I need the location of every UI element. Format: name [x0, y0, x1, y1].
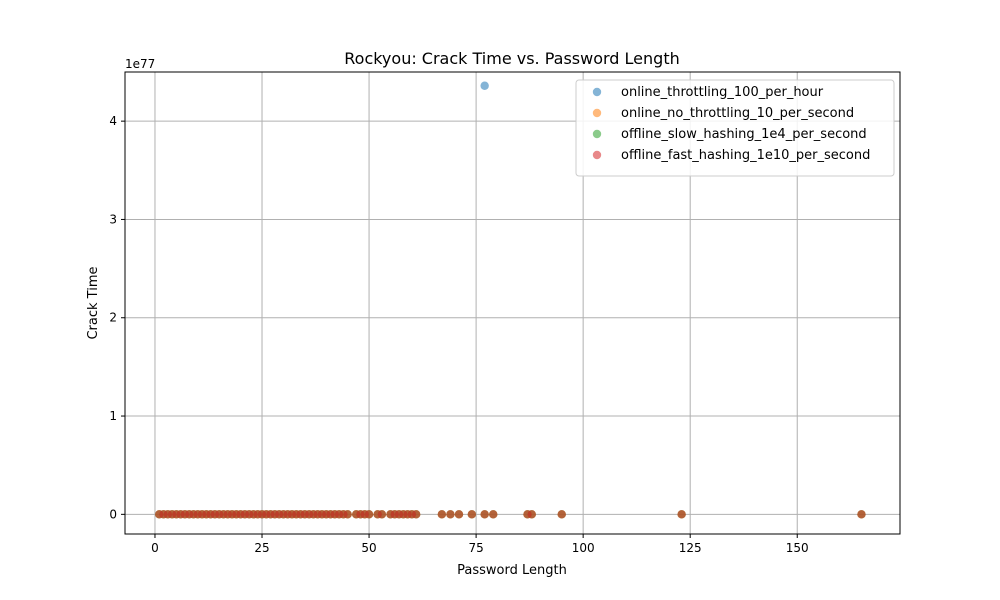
legend-box — [575, 79, 895, 177]
x-axis-label: Password Length — [457, 563, 567, 578]
data-point — [489, 510, 498, 519]
y-tick-label: 3 — [109, 212, 117, 226]
x-tick-label: 125 — [679, 541, 702, 555]
legend: online_throttling_100_per_hour online_no_… — [575, 79, 895, 177]
x-tick-label: 75 — [468, 541, 483, 555]
y-tick-label: 4 — [109, 114, 117, 128]
series-online-throttling-100-per-hour — [480, 81, 489, 90]
legend-marker — [592, 150, 602, 160]
data-point — [557, 510, 566, 519]
data-point — [480, 81, 489, 90]
x-tick-label: 150 — [786, 541, 809, 555]
data-point — [677, 510, 686, 519]
legend-marker — [592, 108, 602, 118]
data-point — [480, 510, 489, 519]
plot-area-frame — [124, 71, 901, 535]
data-point — [377, 510, 387, 519]
data-point — [411, 510, 421, 519]
x-tick-label: 50 — [361, 541, 376, 555]
legend-marker — [592, 87, 602, 97]
y-axis-exponent-label: 1e77 — [125, 57, 155, 71]
data-point — [364, 510, 374, 519]
data-point — [343, 510, 352, 519]
y-axis-label: Crack Time — [86, 266, 101, 339]
x-tick-label: 25 — [254, 541, 269, 555]
x-tick-label: 100 — [572, 541, 595, 555]
legend-entry-label: offline_fast_hashing_1e10_per_second — [621, 148, 870, 163]
data-point — [437, 510, 447, 519]
y-tick-label: 0 — [109, 507, 117, 521]
axis-ticks: 0 25 50 75 100 125 150 0 1 2 3 4 — [109, 114, 808, 555]
x-tick-label: 0 — [151, 541, 159, 555]
y-tick-label: 1 — [109, 409, 117, 423]
data-points — [155, 81, 866, 519]
chart-title: Rockyou: Crack Time vs. Password Length — [344, 49, 679, 68]
legend-marker — [592, 129, 602, 139]
data-point — [857, 510, 866, 519]
legend-entry-label: online_throttling_100_per_hour — [621, 85, 824, 100]
data-point — [467, 510, 477, 519]
legend-entry-label: online_no_throttling_10_per_second — [621, 106, 854, 121]
series-offline-fast-hashing-1e10-per-second — [155, 510, 866, 519]
y-tick-label: 2 — [109, 311, 117, 325]
data-point — [527, 510, 536, 519]
legend-entry-label: offline_slow_hashing_1e4_per_second — [621, 127, 867, 142]
data-point — [454, 510, 464, 519]
data-point — [446, 510, 455, 519]
